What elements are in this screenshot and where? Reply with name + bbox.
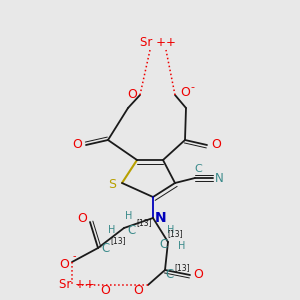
Text: [13]: [13] [110, 236, 126, 245]
Text: C: C [102, 242, 110, 254]
Text: O: O [77, 212, 87, 226]
Text: H: H [167, 225, 175, 235]
Text: O: O [211, 139, 221, 152]
Text: O: O [59, 257, 69, 271]
Text: H: H [178, 241, 186, 251]
Text: C: C [128, 224, 136, 236]
Text: O: O [133, 284, 143, 296]
Text: [13]: [13] [136, 218, 152, 227]
Text: C: C [160, 238, 168, 250]
Text: O: O [180, 86, 190, 100]
Text: O: O [100, 284, 110, 296]
Text: H: H [108, 225, 116, 235]
Text: H: H [125, 211, 133, 221]
Text: N: N [214, 172, 224, 184]
Text: C: C [194, 164, 202, 174]
Text: -: - [190, 82, 194, 92]
Text: O: O [72, 139, 82, 152]
Text: Sr ++: Sr ++ [59, 278, 95, 292]
Text: Sr ++: Sr ++ [140, 35, 176, 49]
Text: O: O [193, 268, 203, 281]
Text: [13]: [13] [167, 230, 183, 238]
Text: C: C [166, 268, 174, 281]
Text: S: S [108, 178, 116, 191]
Text: N: N [155, 211, 167, 225]
Text: O: O [127, 88, 137, 101]
Text: -: - [72, 251, 76, 261]
Text: [13]: [13] [174, 263, 190, 272]
